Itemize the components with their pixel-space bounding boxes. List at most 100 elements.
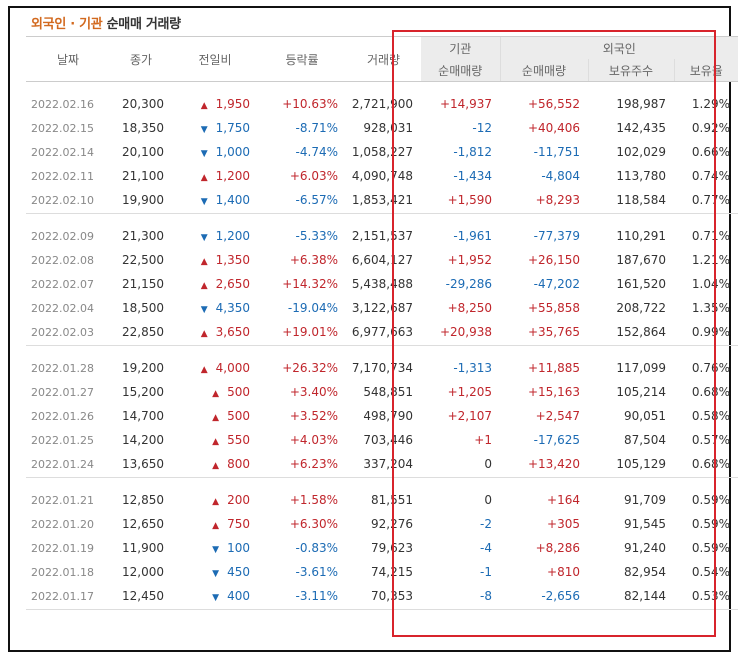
cell-foreign-ratio: 0.77% xyxy=(691,193,731,207)
down-arrow-icon: ▼ xyxy=(200,233,208,243)
cell-close: 20,100 xyxy=(122,145,164,159)
cell-volume: 81,551 xyxy=(371,493,413,507)
cell-change: ▼ 4,350 xyxy=(172,296,258,320)
cell-foreign-hold: 161,520 xyxy=(616,277,666,291)
cell-foreign-ratio: 0.99% xyxy=(691,325,731,339)
cell-volume: 1,058,227 xyxy=(351,145,413,159)
cell-foreign-net: +40,406 xyxy=(527,121,580,135)
cell-close: 18,350 xyxy=(122,121,164,135)
table-header: 날짜 종가 전일비 등락률 거래량 기관 외국인 순매매량 순매매량 보유주수 … xyxy=(26,36,739,82)
cell-rate: -3.61% xyxy=(295,565,338,579)
cell-rate: +3.52% xyxy=(289,409,338,423)
table-row: 2022.02.10 19,900 ▼ 1,400 -6.57% 1,853,421 +1,… xyxy=(26,188,738,212)
cell-inst-net: +20,938 xyxy=(439,325,492,339)
cell-close: 14,200 xyxy=(122,433,164,447)
cell-foreign-hold: 110,291 xyxy=(616,229,666,243)
table-row: 2022.02.11 21,100 ▲ 1,200 +6.03% 4,090,748 -1,… xyxy=(26,164,738,188)
cell-close: 22,850 xyxy=(122,325,164,339)
cell-change: ▼ 1,000 xyxy=(172,140,258,164)
cell-volume: 2,721,900 xyxy=(351,97,413,111)
cell-inst-net: -4 xyxy=(480,541,492,555)
change-value: 2,650 xyxy=(215,277,250,291)
cell-volume: 70,353 xyxy=(371,589,413,603)
change-value: 1,400 xyxy=(215,193,250,207)
col-foreign-net: 순매매량 xyxy=(499,59,588,82)
cell-rate: +1.58% xyxy=(289,493,338,507)
cell-close: 12,850 xyxy=(122,493,164,507)
group-spacer xyxy=(26,346,738,357)
group-foreign: 외국인 xyxy=(499,36,739,59)
cell-volume: 3,122,687 xyxy=(351,301,413,315)
cell-foreign-ratio: 0.54% xyxy=(691,565,731,579)
change-value: 1,350 xyxy=(215,253,250,267)
cell-foreign-net: -2,656 xyxy=(541,589,580,603)
cell-date: 2022.02.04 xyxy=(31,301,94,315)
cell-foreign-net: +26,150 xyxy=(527,253,580,267)
cell-close: 22,500 xyxy=(122,253,164,267)
cell-date: 2022.01.21 xyxy=(31,493,94,507)
cell-foreign-hold: 87,504 xyxy=(624,433,666,447)
change-value: 500 xyxy=(227,385,250,399)
cell-foreign-hold: 118,584 xyxy=(616,193,666,207)
cell-rate: -0.83% xyxy=(295,541,338,555)
down-arrow-icon: ▼ xyxy=(212,545,220,555)
cell-foreign-net: +56,552 xyxy=(527,97,580,111)
cell-close: 13,650 xyxy=(122,457,164,471)
cell-inst-net: +1,952 xyxy=(447,253,492,267)
change-value: 550 xyxy=(227,433,250,447)
col-volume: 거래량 xyxy=(346,36,421,82)
cell-foreign-net: -4,804 xyxy=(541,169,580,183)
cell-date: 2022.01.19 xyxy=(31,541,94,555)
cell-close: 15,200 xyxy=(122,385,164,399)
table-row: 2022.01.18 12,000 ▼ 450 -3.61% 74,215 -1 +810 82… xyxy=(26,560,738,584)
cell-foreign-hold: 208,722 xyxy=(616,301,666,315)
group-spacer xyxy=(26,82,738,93)
cell-date: 2022.01.28 xyxy=(31,361,94,375)
cell-date: 2022.02.14 xyxy=(31,145,94,159)
cell-inst-net: +1,590 xyxy=(447,193,492,207)
cell-foreign-net: -11,751 xyxy=(533,145,580,159)
cell-change: ▲ 2,650 xyxy=(172,272,258,296)
group-divider xyxy=(26,212,739,214)
cell-foreign-hold: 102,029 xyxy=(616,145,666,159)
cell-foreign-ratio: 0.66% xyxy=(691,145,731,159)
cell-foreign-ratio: 1.21% xyxy=(691,253,731,267)
up-arrow-icon: ▲ xyxy=(212,497,220,507)
cell-change: ▲ 4,000 xyxy=(172,356,258,380)
cell-foreign-net: +8,286 xyxy=(535,541,580,555)
cell-foreign-hold: 152,864 xyxy=(616,325,666,339)
cell-change: ▲ 550 xyxy=(172,428,258,452)
group-spacer xyxy=(26,478,738,489)
cell-inst-net: +1 xyxy=(474,433,492,447)
up-arrow-icon: ▲ xyxy=(212,389,220,399)
cell-change: ▲ 1,200 xyxy=(172,164,258,188)
cell-volume: 5,438,488 xyxy=(351,277,413,291)
cell-volume: 498,790 xyxy=(363,409,413,423)
title-subject: 순매매 거래량 xyxy=(106,17,181,32)
change-value: 400 xyxy=(227,589,250,603)
change-value: 100 xyxy=(227,541,250,555)
cell-close: 18,500 xyxy=(122,301,164,315)
cell-inst-net: +8,250 xyxy=(447,301,492,315)
cell-close: 19,900 xyxy=(122,193,164,207)
cell-date: 2022.01.25 xyxy=(31,433,94,447)
cell-foreign-hold: 91,709 xyxy=(624,493,666,507)
change-value: 3,650 xyxy=(215,325,250,339)
cell-foreign-net: +11,885 xyxy=(527,361,580,375)
up-arrow-icon: ▲ xyxy=(200,101,208,111)
cell-volume: 1,853,421 xyxy=(351,193,413,207)
cell-inst-net: +2,107 xyxy=(447,409,492,423)
cell-change: ▲ 500 xyxy=(172,404,258,428)
table-row: 2022.01.26 14,700 ▲ 500 +3.52% 498,790 +2,107 +… xyxy=(26,404,738,428)
table-row: 2022.02.08 22,500 ▲ 1,350 +6.38% 6,604,127 +1,… xyxy=(26,248,738,272)
cell-change: ▼ 1,750 xyxy=(172,116,258,140)
cell-foreign-net: -77,379 xyxy=(533,229,580,243)
cell-foreign-hold: 187,670 xyxy=(616,253,666,267)
cell-inst-net: 0 xyxy=(484,493,492,507)
cell-change: ▼ 1,400 xyxy=(172,188,258,212)
cell-foreign-ratio: 1.35% xyxy=(691,301,731,315)
change-value: 1,000 xyxy=(215,145,250,159)
cell-foreign-net: +164 xyxy=(547,493,580,507)
cell-foreign-ratio: 1.29% xyxy=(691,97,731,111)
up-arrow-icon: ▲ xyxy=(212,413,220,423)
